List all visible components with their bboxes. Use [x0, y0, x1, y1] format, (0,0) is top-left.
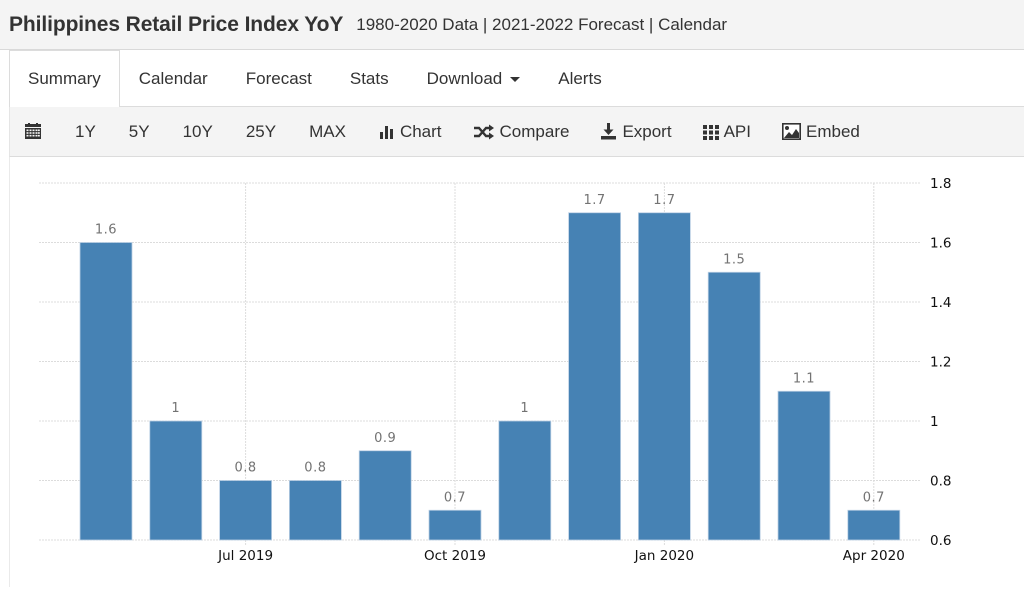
- compare-button[interactable]: Compare: [473, 121, 570, 142]
- chart-area: 1.6 1 0.8 0.8 0.9 0.7 1 1.7 1.7 1.5 1.1 0.7 Jul 201…: [9, 157, 1024, 587]
- embed-button-label: Embed: [805, 121, 860, 141]
- title-bar: Philippines Retail Price Index YoY 1980-…: [0, 0, 1024, 50]
- shuffle-icon: [473, 124, 495, 140]
- bar-chart: 1.6 1 0.8 0.8 0.9 0.7 1 1.7 1.7 1.5 1.1 0.7 Jul 201…: [39, 176, 951, 564]
- data-label: 1.7: [584, 193, 606, 208]
- bar[interactable]: [847, 509, 901, 541]
- tab-calendar[interactable]: Calendar: [120, 50, 227, 106]
- y-tick-label: 0.6: [930, 533, 951, 549]
- x-axis: Jul 2019 Oct 2019 Jan 2020 Apr 2020: [217, 548, 905, 564]
- api-button[interactable]: API: [702, 121, 751, 142]
- date-picker-button[interactable]: [24, 123, 42, 140]
- chart-button-label: Chart: [399, 121, 442, 141]
- tab-download-label: Download: [426, 68, 503, 88]
- bar[interactable]: [498, 420, 552, 541]
- bar[interactable]: [568, 212, 621, 541]
- data-label: 1: [520, 401, 529, 416]
- data-label: 0.8: [235, 461, 257, 476]
- tab-stats-label: Stats: [349, 68, 389, 88]
- bar[interactable]: [777, 390, 831, 541]
- bar[interactable]: [638, 212, 691, 541]
- data-label: 1.7: [653, 193, 675, 208]
- y-tick-label: 0.8: [930, 474, 951, 490]
- caret-down-icon: [510, 77, 521, 82]
- tab-summary-label: Summary: [28, 69, 101, 88]
- range-max-button[interactable]: MAX: [309, 121, 346, 141]
- x-tick-label: Jul 2019: [217, 548, 273, 564]
- data-label: 1: [171, 401, 180, 416]
- tab-forecast-label: Forecast: [245, 68, 312, 88]
- export-button[interactable]: Export: [600, 121, 672, 142]
- y-tick-label: 1: [930, 414, 939, 430]
- range-10y-button[interactable]: 10Y: [182, 121, 213, 141]
- data-label: 1.6: [95, 223, 117, 238]
- bar[interactable]: [358, 450, 412, 541]
- grid-icon: [702, 124, 719, 140]
- y-tick-label: 1.4: [930, 295, 951, 311]
- y-axis: 0.6 0.8 1 1.2 1.4 1.6 1.8: [930, 176, 951, 549]
- range-1y-button[interactable]: 1Y: [75, 121, 96, 141]
- bars: [79, 212, 901, 541]
- tab-bar: Summary Calendar Forecast Stats Download…: [9, 50, 1024, 107]
- chart-button[interactable]: Chart: [379, 122, 442, 142]
- data-label: 0.9: [374, 431, 396, 446]
- calendar-icon: [25, 123, 41, 139]
- tab-summary[interactable]: Summary: [9, 50, 120, 107]
- data-label: 0.7: [863, 490, 885, 505]
- tab-forecast[interactable]: Forecast: [227, 50, 331, 106]
- embed-button[interactable]: Embed: [781, 121, 860, 142]
- tab-calendar-label: Calendar: [138, 68, 208, 88]
- page-title: Philippines Retail Price Index YoY: [9, 12, 344, 36]
- export-button-label: Export: [622, 121, 672, 141]
- image-icon: [781, 123, 801, 140]
- tab-stats[interactable]: Stats: [331, 50, 408, 106]
- page-subtitle[interactable]: 1980-2020 Data | 2021-2022 Forecast | Ca…: [356, 14, 728, 34]
- y-tick-label: 1.8: [930, 176, 951, 192]
- compare-button-label: Compare: [499, 121, 570, 141]
- tab-alerts[interactable]: Alerts: [539, 50, 620, 106]
- bar[interactable]: [288, 480, 342, 541]
- data-label: 1.5: [723, 252, 745, 267]
- y-tick-label: 1.2: [930, 355, 951, 371]
- bar[interactable]: [79, 242, 133, 541]
- y-tick-label: 1.6: [930, 236, 951, 252]
- bar[interactable]: [219, 480, 273, 541]
- tab-download[interactable]: Download: [408, 50, 540, 106]
- bar[interactable]: [707, 271, 761, 541]
- range-5y-button[interactable]: 5Y: [128, 121, 150, 141]
- chart-toolbar: 1Y 5Y 10Y 25Y MAX Chart Compare Expo: [9, 107, 1024, 157]
- api-button-label: API: [723, 121, 751, 141]
- download-icon: [600, 123, 617, 140]
- data-labels: 1.6 1 0.8 0.8 0.9 0.7 1 1.7 1.7 1.5 1.1 0.7: [95, 193, 885, 506]
- tab-alerts-label: Alerts: [558, 68, 602, 88]
- bar[interactable]: [149, 420, 203, 541]
- x-tick-label: Oct 2019: [424, 548, 486, 564]
- x-tick-label: Apr 2020: [843, 548, 905, 564]
- bar[interactable]: [428, 509, 482, 541]
- x-tick-label: Jan 2020: [634, 548, 694, 564]
- bar-chart-icon: [379, 124, 395, 140]
- data-label: 0.8: [304, 461, 326, 476]
- data-label: 0.7: [444, 490, 466, 505]
- range-25y-button[interactable]: 25Y: [245, 121, 277, 141]
- data-label: 1.1: [793, 371, 815, 386]
